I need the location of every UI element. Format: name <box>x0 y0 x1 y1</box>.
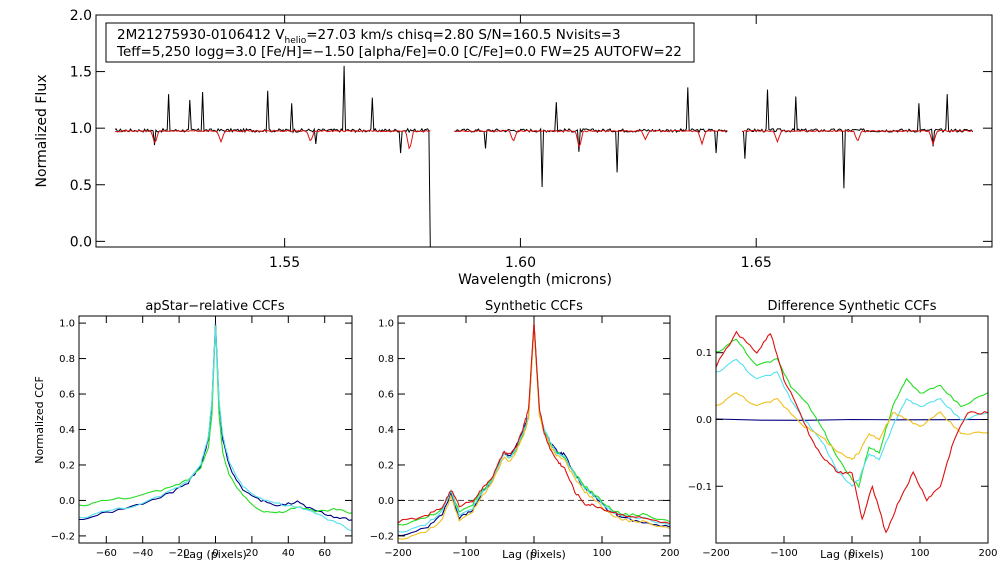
x-tick-label: 40 <box>282 548 295 559</box>
difference-xlabel: Lag (pixels) <box>820 548 884 561</box>
y-tick-label: 1.5 <box>70 65 92 81</box>
difference-title: Difference Synthetic CCFs <box>767 299 936 314</box>
series-line-visit-3 <box>397 326 671 540</box>
y-tick-label: 0.5 <box>70 178 92 194</box>
synthetic-title: Synthetic CCFs <box>485 299 583 314</box>
y-tick-label: 0.4 <box>59 425 75 436</box>
series-line-model <box>715 330 989 534</box>
spectrum-panel: 1.55 1.60 1.65 0.0 0.5 1.0 1.5 2.0 Normalized F… <box>34 8 993 288</box>
synthetic-ticks: −200 −100 0 100 200 −0.2 0.0 0.2 0.4 0.6 0.8 1.0 <box>370 316 680 559</box>
x-tick-label: 20 <box>246 548 259 559</box>
spectrum-observed-line <box>114 65 974 248</box>
x-tick-label: −200 <box>702 548 729 559</box>
series-line-visit-3 <box>715 392 989 461</box>
x-tick-label: −40 <box>132 548 153 559</box>
difference-ticks: −200 −100 0 100 200 −0.1 0.0 0.1 <box>688 316 998 559</box>
apstar-series <box>78 323 353 532</box>
x-tick-label: 100 <box>910 548 929 559</box>
series-line-visit-1 <box>715 338 989 489</box>
y-tick-label: 0.8 <box>378 354 394 365</box>
x-tick-label: 1.55 <box>269 255 300 271</box>
y-tick-label: 1.0 <box>59 319 75 330</box>
spectrum-ylabel: Normalized Flux <box>34 75 50 188</box>
x-tick-label: 1.65 <box>741 255 772 271</box>
y-tick-label: 0.0 <box>378 496 394 507</box>
y-tick-label: 0.2 <box>59 460 75 471</box>
apstar-xlabel: Lag (pixels) <box>183 548 247 561</box>
x-tick-label: 60 <box>318 548 331 559</box>
apstar-ticks: −60 −40 −20 0 20 40 60 −0.2 0.0 0.2 0.4 0.6 0.8 1.0 <box>51 316 352 559</box>
annotation-line-2: Teff=5,250 logg=3.0 [Fe/H]=−1.50 [alpha/… <box>116 44 682 60</box>
spectrum-plot-area <box>114 65 974 248</box>
difference-series <box>715 330 989 534</box>
synthetic-xlabel: Lag (pixels) <box>502 548 566 561</box>
x-tick-label: −60 <box>96 548 117 559</box>
y-tick-label: 0.1 <box>696 348 712 359</box>
synthetic-ccf-panel: −200 −100 0 100 200 −0.2 0.0 0.2 0.4 0.6 0.8 1.0 Sy… <box>370 299 680 561</box>
series-line-visit-1 <box>397 324 671 526</box>
y-tick-label: 2.0 <box>70 8 92 24</box>
x-tick-label: 1.60 <box>505 255 536 271</box>
series-line-model <box>397 323 671 525</box>
y-tick-label: −0.2 <box>51 531 75 542</box>
x-tick-label: 200 <box>660 548 679 559</box>
y-tick-label: 0.8 <box>59 354 75 365</box>
y-tick-label: 0.4 <box>378 425 394 436</box>
x-tick-label: −100 <box>452 548 479 559</box>
x-tick-label: −20 <box>169 548 190 559</box>
x-tick-label: 0 <box>212 548 218 559</box>
y-tick-label: 0.0 <box>70 234 92 250</box>
annotation-line-1: 2M21275930-0106412 Vhelio=27.03 km/s chi… <box>117 27 621 46</box>
series-line-visit-1 <box>78 324 353 514</box>
series-line-combined <box>79 323 353 521</box>
difference-frame <box>715 315 989 544</box>
spectrum-ticks: 1.55 1.60 1.65 0.0 0.5 1.0 1.5 2.0 <box>70 8 992 271</box>
y-tick-label: −0.1 <box>688 482 712 493</box>
apstar-ccf-panel: −60 −40 −20 0 20 40 60 −0.2 0.0 0.2 0.4 0.6 0.8 1.0 a… <box>33 299 353 561</box>
x-tick-label: −100 <box>770 548 797 559</box>
synthetic-series <box>397 323 671 540</box>
difference-ccf-panel: −200 −100 0 100 200 −0.1 0.0 0.1 Difference Syn… <box>688 299 998 561</box>
spectrum-frame <box>95 14 993 248</box>
series-line-combined <box>715 418 989 421</box>
series-line-combined <box>398 323 671 536</box>
spectrum-xlabel: Wavelength (microns) <box>458 272 612 288</box>
apstar-ylabel: Normalized CCF <box>33 376 46 464</box>
x-tick-label: 0 <box>849 548 855 559</box>
y-tick-label: 0.2 <box>378 460 394 471</box>
x-tick-label: −200 <box>384 548 411 559</box>
y-tick-label: 0.6 <box>59 390 75 401</box>
y-tick-label: 0.6 <box>378 390 394 401</box>
x-tick-label: 100 <box>592 548 611 559</box>
x-tick-label: 0 <box>531 548 537 559</box>
spectrum-annotation-box: 2M21275930-0106412 Vhelio=27.03 km/s chi… <box>105 22 695 63</box>
annotation-frame <box>105 22 695 63</box>
series-line-visit-2 <box>715 358 989 488</box>
y-tick-label: 0.0 <box>696 415 712 426</box>
x-tick-label: 200 <box>978 548 997 559</box>
apstar-title: apStar−relative CCFs <box>145 299 285 314</box>
y-tick-label: 1.0 <box>70 121 92 137</box>
spectrum-model-line <box>114 129 973 150</box>
y-tick-label: 0.0 <box>59 496 75 507</box>
y-tick-label: −0.2 <box>370 531 394 542</box>
series-line-visit-2 <box>78 326 353 532</box>
y-tick-label: 1.0 <box>378 319 394 330</box>
